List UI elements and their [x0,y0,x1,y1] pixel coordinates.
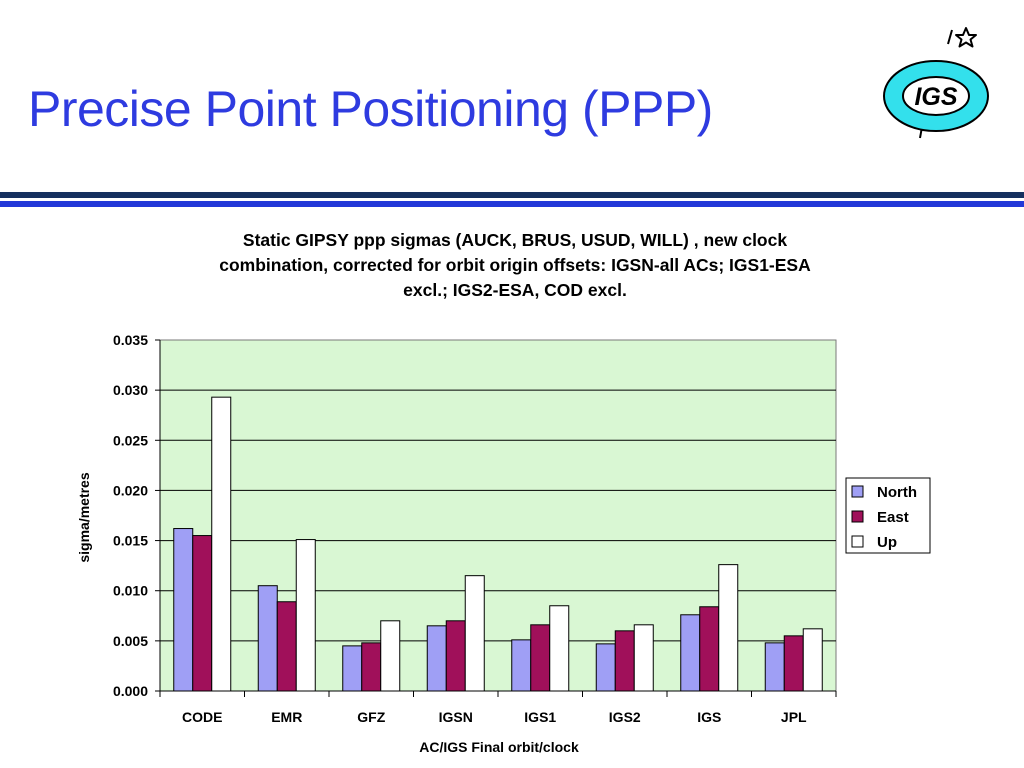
bar-north-igs [680,614,701,692]
legend-swatch-up [851,535,864,548]
legend-label-north: North [877,484,917,501]
bar-east-code [192,535,213,692]
bar-east-igs [699,606,720,692]
x-axis-label: AC/IGS Final orbit/clock [419,739,579,755]
bar-up-igs [718,564,739,692]
bar-north-gfz [342,645,363,692]
y-tick-label: 0.000 [113,683,148,699]
bar-east-gfz [361,642,382,692]
y-tick-label: 0.035 [113,332,148,348]
legend-swatch-east [851,510,864,523]
bar-east-igs2 [614,630,635,692]
bar-east-igsn [445,620,466,692]
bar-up-igs2 [633,624,654,692]
chart-title-line-2: combination, corrected for orbit origin … [219,255,811,275]
x-tick-label: GFZ [357,709,385,725]
bar-east-emr [276,601,297,692]
x-tick-label: IGS [697,709,721,725]
legend-swatch-north [851,485,864,498]
chart-title-line-1: Static GIPSY ppp sigmas (AUCK, BRUS, USU… [242,230,788,250]
x-tick-label: IGS2 [609,709,641,725]
legend: North East Up [845,477,931,554]
chart-title: Static GIPSY ppp sigmas (AUCK, BRUS, USU… [120,228,910,303]
bar-north-jpl [764,642,785,692]
bar-up-jpl [802,628,823,692]
y-tick-label: 0.005 [113,633,148,649]
bar-up-igs1 [549,605,570,692]
legend-label-east: East [877,509,909,526]
logo-axis-top [947,29,953,45]
bar-north-igs2 [595,643,616,692]
logo-inner-oval [902,76,970,116]
bars [173,396,823,692]
y-tick-label: 0.015 [113,533,148,549]
bar-east-jpl [783,635,804,692]
slide-title: Precise Point Positioning (PPP) [28,81,713,137]
y-tick-label: 0.010 [113,583,148,599]
bar-north-igsn [426,625,447,692]
x-axis: CODE EMR GFZ IGSN IGS1 IGS2 IGS JPL [159,690,837,725]
x-tick-label: IGS1 [524,709,556,725]
x-tick-label: JPL [781,709,807,725]
star-icon [955,27,977,48]
bar-east-igs1 [530,624,551,692]
y-tick-label: 0.020 [113,482,148,498]
bar-up-code [211,396,232,692]
x-tick-label: CODE [182,709,222,725]
bar-north-igs1 [511,639,532,692]
y-tick-label: 0.030 [113,382,148,398]
chart-title-line-3: excl.; IGS2-ESA, COD excl. [403,280,627,300]
bar-north-code [173,528,194,692]
bar-up-gfz [380,620,401,692]
bar-north-emr [257,585,278,692]
x-tick-label: EMR [271,709,302,725]
header-rule-dark [0,192,1024,198]
y-axis-label: sigma/metres [76,472,92,562]
legend-label-up: Up [877,534,897,551]
igs-logo: IGS [883,27,989,139]
logo-text: IGS [914,83,957,111]
x-tick-label: IGSN [439,709,473,725]
y-axis: 0.000 0.005 0.010 0.015 0.020 0.025 0.030 0.035 [113,332,161,699]
y-tick-label: 0.025 [113,432,148,448]
bar-up-emr [295,539,316,692]
bar-up-igsn [464,575,485,692]
header-rule-blue [0,201,1024,207]
